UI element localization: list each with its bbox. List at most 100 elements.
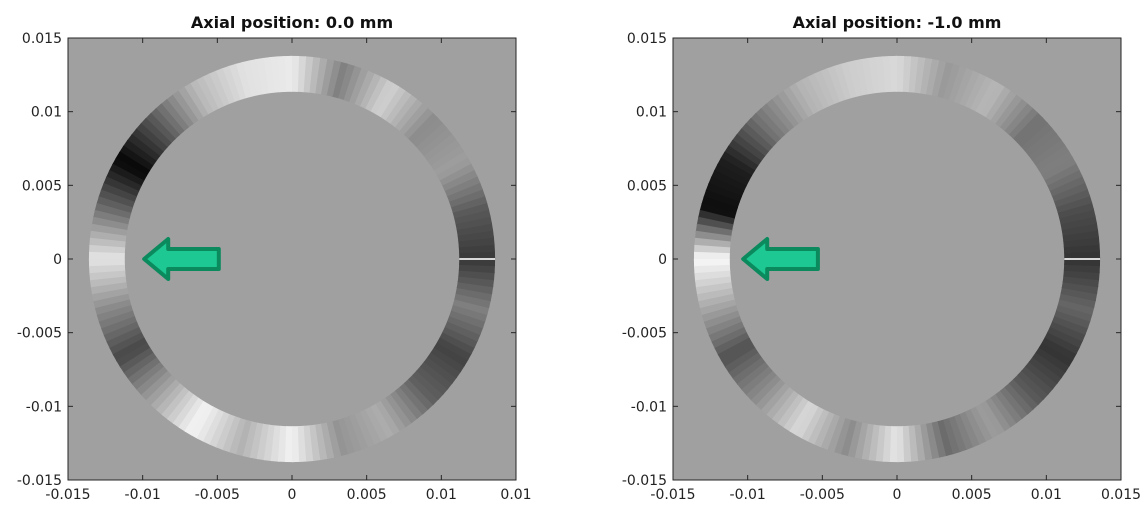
ring-segment: [714, 332, 750, 356]
ring-segment: [365, 406, 389, 442]
ring-segment: [284, 426, 294, 463]
y-tick-label: 0.015: [22, 31, 62, 47]
arrow-marker: [741, 237, 820, 281]
ring-segment: [416, 365, 449, 395]
ring-segment: [403, 378, 435, 410]
ring-segment: [695, 276, 732, 289]
ring-segment: [999, 386, 1029, 420]
ring-segment: [754, 108, 786, 140]
ring-segment: [724, 145, 759, 172]
ring-segment: [419, 127, 453, 157]
ring-segment: [343, 415, 363, 453]
ring-segment: [783, 397, 810, 432]
ring-segment: [760, 103, 790, 136]
ring-segment: [454, 292, 491, 309]
ring-segment: [242, 421, 259, 458]
intensity-ring: [88, 55, 496, 463]
ring-segment: [150, 379, 181, 411]
ring-segment: [444, 175, 481, 197]
x-tick-label: -0.005: [195, 487, 240, 503]
ring-segment: [96, 196, 133, 215]
ring-segment: [801, 406, 825, 443]
ring-segment: [724, 347, 759, 374]
ring-segment: [222, 416, 242, 453]
ring-segment: [701, 305, 739, 324]
ring-segment: [456, 281, 494, 295]
ring-segment: [98, 189, 135, 209]
ring-segment: [701, 196, 738, 215]
ring-segment: [1059, 292, 1096, 309]
ring-segment: [695, 282, 733, 296]
ring-segment: [227, 63, 246, 101]
ring-segment: [1062, 229, 1099, 242]
ring-segment: [447, 315, 484, 336]
ring-segment: [995, 390, 1024, 424]
ring-segment: [221, 65, 241, 103]
ring-segment: [115, 151, 151, 177]
ring-segment: [765, 98, 795, 132]
ring-segment: [736, 128, 769, 157]
ring-segment: [314, 57, 328, 95]
ring-segment: [806, 73, 829, 110]
ring-segment: [713, 163, 750, 187]
ring-segment: [954, 413, 975, 450]
ring-segment: [326, 421, 343, 458]
ring-segment: [1028, 132, 1062, 161]
ring-segment: [455, 215, 493, 230]
x-tick-label: -0.015: [45, 487, 90, 503]
ring-segment: [721, 342, 756, 368]
ring-segment: [1038, 341, 1074, 367]
ring-segment: [269, 56, 281, 93]
ring-segment: [814, 411, 836, 448]
ring-segment: [1041, 156, 1077, 181]
ring-segment: [1016, 116, 1048, 148]
x-tick-label: 0.01: [426, 487, 457, 503]
x-tick-label: 0.015: [1101, 487, 1141, 503]
ring-segment: [123, 352, 158, 380]
ring-segment: [214, 68, 235, 105]
ring-segment: [140, 117, 172, 148]
ring-segment: [131, 361, 165, 391]
ring-segment: [698, 209, 735, 226]
ring-segment: [241, 60, 258, 97]
ring-segment: [201, 73, 224, 110]
ring-segment: [88, 251, 125, 261]
ring-segment: [90, 276, 127, 289]
ring-segment: [732, 357, 766, 386]
ring-segment: [1059, 208, 1096, 225]
x-tick-label: -0.01: [730, 487, 766, 503]
ring-segment: [215, 414, 236, 451]
ring-segment: [1017, 370, 1049, 401]
ring-segment: [390, 390, 419, 424]
ring-segment: [1028, 356, 1063, 385]
x-tick-label: 0: [288, 487, 297, 503]
ring-segment: [255, 57, 269, 95]
ring-segment: [119, 145, 154, 172]
ring-segment: [108, 163, 145, 187]
ring-segment: [127, 357, 161, 386]
ring-segment: [1021, 365, 1054, 395]
ring-segment: [112, 157, 148, 182]
ring-segment: [1044, 331, 1081, 355]
ring-segment: [452, 298, 490, 315]
ring-segment: [696, 216, 734, 232]
ring-segment: [771, 390, 800, 425]
ring-segment: [980, 400, 1006, 435]
ring-segment: [839, 61, 857, 99]
ring-segment: [90, 223, 128, 237]
ring-segment: [1061, 281, 1099, 295]
ring-segment: [342, 65, 362, 102]
ring-segment: [740, 123, 773, 153]
y-tick-label: 0: [53, 252, 62, 268]
ring-segment: [178, 397, 205, 432]
ring-segment: [209, 411, 231, 448]
ring-segment: [398, 102, 428, 135]
ring-segment: [746, 370, 778, 402]
ring-segment: [908, 425, 920, 462]
y-tick-label: -0.015: [17, 473, 62, 489]
x-tick-label: 0: [893, 487, 902, 503]
ring-segment: [794, 79, 819, 115]
ring-segment: [1012, 111, 1044, 143]
ring-segment: [116, 342, 151, 368]
ring-segment: [750, 375, 782, 407]
